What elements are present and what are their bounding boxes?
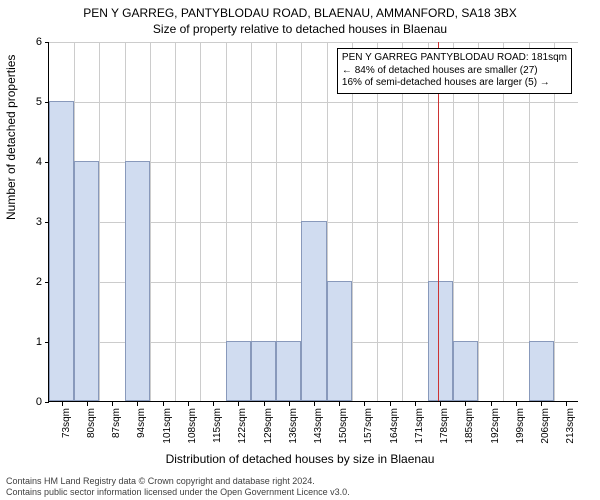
ytick-mark — [45, 42, 49, 43]
bar — [301, 221, 326, 401]
xtick-mark — [87, 402, 88, 406]
xtick-mark — [491, 402, 492, 406]
xtick-mark — [566, 402, 567, 406]
xtick-mark — [289, 402, 290, 406]
marker-line — [438, 42, 439, 401]
bar — [428, 281, 453, 401]
bar — [226, 341, 251, 401]
bar — [529, 341, 554, 401]
annotation-box: PEN Y GARREG PANTYBLODAU ROAD: 181sqm← 8… — [337, 48, 572, 94]
xtick-label: 129sqm — [263, 408, 274, 458]
gridline-h — [49, 102, 578, 103]
y-axis-label: Number of detached properties — [4, 55, 18, 220]
footer-line1: Contains HM Land Registry data © Crown c… — [6, 476, 350, 487]
xtick-label: 115sqm — [212, 408, 223, 458]
xtick-mark — [238, 402, 239, 406]
xtick-mark — [264, 402, 265, 406]
xtick-label: 199sqm — [515, 408, 526, 458]
gridline-v — [478, 42, 479, 401]
xtick-mark — [364, 402, 365, 406]
xtick-label: 122sqm — [237, 408, 248, 458]
xtick-mark — [415, 402, 416, 406]
ytick-label: 3 — [2, 216, 42, 228]
chart-title-sub: Size of property relative to detached ho… — [0, 20, 600, 36]
xtick-label: 143sqm — [313, 408, 324, 458]
ytick-label: 0 — [2, 396, 42, 408]
xtick-label: 185sqm — [464, 408, 475, 458]
bar — [49, 101, 74, 401]
xtick-label: 136sqm — [288, 408, 299, 458]
xtick-label: 164sqm — [389, 408, 400, 458]
xtick-mark — [163, 402, 164, 406]
plot-area: PEN Y GARREG PANTYBLODAU ROAD: 181sqm← 8… — [48, 42, 578, 402]
xtick-mark — [516, 402, 517, 406]
ytick-mark — [45, 402, 49, 403]
xtick-label: 157sqm — [363, 408, 374, 458]
bar — [453, 341, 478, 401]
bar — [74, 161, 99, 401]
xtick-label: 80sqm — [86, 408, 97, 458]
annotation-line3: 16% of semi-detached houses are larger (… — [342, 77, 567, 90]
gridline-v — [377, 42, 378, 401]
annotation-line2: ← 84% of detached houses are smaller (27… — [342, 65, 567, 78]
ytick-label: 5 — [2, 96, 42, 108]
gridline-h — [49, 42, 578, 43]
bar — [327, 281, 352, 401]
bar — [251, 341, 276, 401]
xtick-mark — [112, 402, 113, 406]
gridline-v — [352, 42, 353, 401]
bar — [125, 161, 150, 401]
xtick-mark — [339, 402, 340, 406]
ytick-label: 4 — [2, 156, 42, 168]
xtick-mark — [62, 402, 63, 406]
xtick-label: 192sqm — [490, 408, 501, 458]
ytick-label: 6 — [2, 36, 42, 48]
xtick-label: 101sqm — [162, 408, 173, 458]
xtick-label: 178sqm — [439, 408, 450, 458]
gridline-v — [200, 42, 201, 401]
xtick-label: 87sqm — [111, 408, 122, 458]
xtick-mark — [314, 402, 315, 406]
xtick-label: 171sqm — [414, 408, 425, 458]
gridline-v — [402, 42, 403, 401]
chart-area: PEN Y GARREG PANTYBLODAU ROAD: 181sqm← 8… — [48, 42, 578, 402]
xtick-label: 108sqm — [187, 408, 198, 458]
xtick-label: 206sqm — [540, 408, 551, 458]
xtick-mark — [137, 402, 138, 406]
bar — [276, 341, 301, 401]
xtick-label: 213sqm — [565, 408, 576, 458]
annotation-line1: PEN Y GARREG PANTYBLODAU ROAD: 181sqm — [342, 52, 567, 65]
ytick-label: 1 — [2, 336, 42, 348]
ytick-label: 2 — [2, 276, 42, 288]
xtick-mark — [188, 402, 189, 406]
xtick-label: 94sqm — [136, 408, 147, 458]
xtick-mark — [465, 402, 466, 406]
footer-line2: Contains public sector information licen… — [6, 487, 350, 498]
xtick-mark — [213, 402, 214, 406]
gridline-v — [150, 42, 151, 401]
xtick-label: 150sqm — [338, 408, 349, 458]
xtick-mark — [440, 402, 441, 406]
xtick-mark — [541, 402, 542, 406]
gridline-v — [99, 42, 100, 401]
footer-attribution: Contains HM Land Registry data © Crown c… — [6, 476, 350, 498]
gridline-v — [175, 42, 176, 401]
xtick-label: 73sqm — [61, 408, 72, 458]
xtick-mark — [390, 402, 391, 406]
gridline-v — [554, 42, 555, 401]
chart-title-main: PEN Y GARREG, PANTYBLODAU ROAD, BLAENAU,… — [0, 0, 600, 20]
gridline-v — [503, 42, 504, 401]
